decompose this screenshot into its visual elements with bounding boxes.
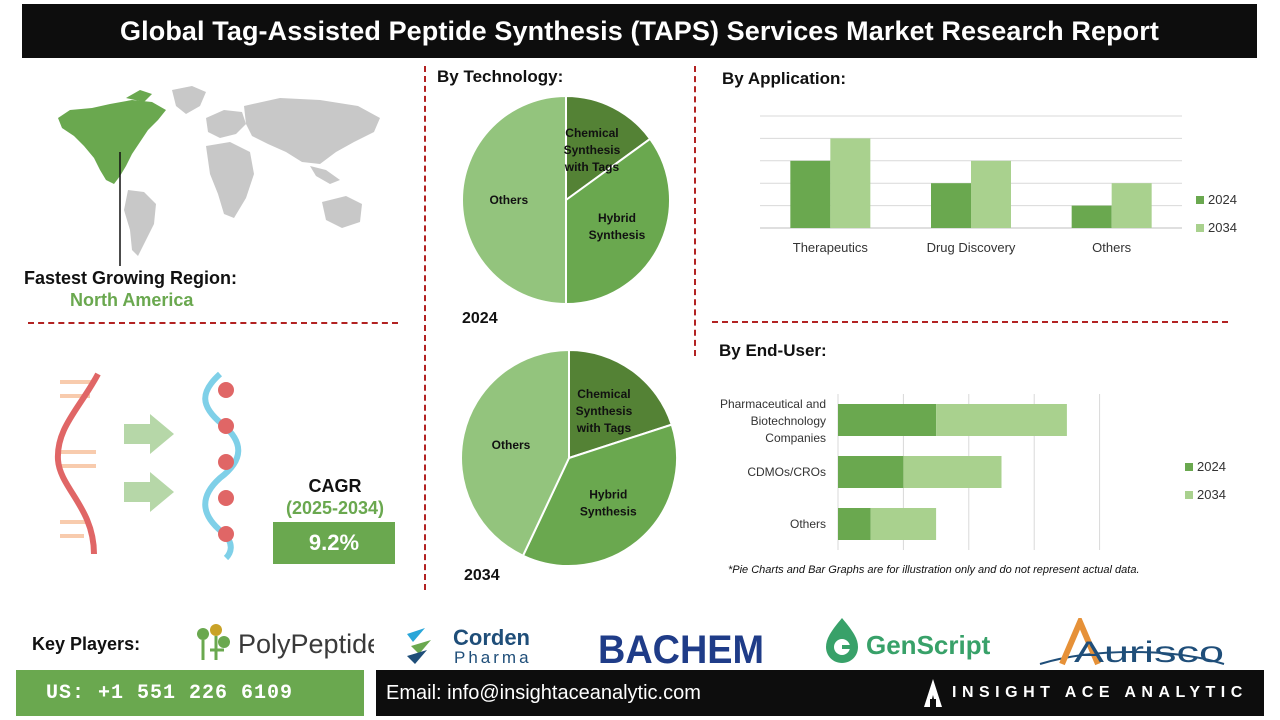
footnote: *Pie Charts and Bar Graphs are for illus…: [728, 564, 1140, 576]
pie-slice: [521, 423, 678, 567]
legend-swatch: [1185, 491, 1193, 499]
divider-horizontal-right: [712, 321, 1228, 323]
pie-slice-label: Hybrid Synthesis: [580, 488, 637, 519]
pie-slice: [460, 348, 570, 558]
genscript-logo: GenScript: [826, 618, 991, 663]
north-america-shape: [58, 100, 166, 184]
bar: [931, 183, 971, 228]
divider-horizontal-left: [28, 322, 398, 324]
divider-vertical-left: [424, 66, 426, 590]
pharma-logo-text: Pharma: [454, 648, 532, 666]
pie-slice-label: Others: [489, 193, 528, 207]
bachem-logo-text: BACHEM: [598, 628, 764, 668]
africa-shape: [206, 142, 254, 218]
bar-segment: [936, 404, 1067, 436]
pie-slice: [461, 94, 567, 306]
bar: [1071, 205, 1112, 228]
south-america-shape: [124, 190, 156, 256]
asia-shape: [244, 98, 380, 164]
legend-swatch: [1185, 463, 1193, 471]
polypeptide-logo: PolyPeptide: [197, 624, 374, 660]
application-heading: By Application:: [722, 69, 847, 88]
polypeptide-logo-text: PolyPeptide: [238, 629, 374, 659]
dna-rungs: [60, 380, 96, 538]
legend-label: 2034: [1197, 487, 1226, 502]
email-box: Email: info@insightaceanalytic.com: [376, 670, 1264, 716]
bar-segment: [838, 508, 871, 540]
cagr-period: (2025-2034): [285, 498, 385, 518]
category-label: Others: [1092, 240, 1132, 255]
aurisco-logo-text: Aurisco: [1074, 636, 1224, 666]
application-bar-chart: Therapeutics Drug Discovery Others 2024 2034: [760, 115, 1237, 255]
brand-name: INSIGHT ACE ANALYTIC: [952, 684, 1248, 701]
category-label: Therapeutics: [793, 240, 869, 255]
technology-pie-2034: Chemical Synthesis with Tags Hybrid Synthesi…: [460, 348, 678, 567]
brand-mark-icon: [924, 679, 942, 707]
pie-slice-label: Others: [492, 438, 531, 452]
end-user-bar-chart: Pharmaceutical and Biotechnology Companies…: [720, 394, 1226, 550]
corden-logo-text: Corden: [453, 625, 530, 650]
pie-year-2024: 2024: [462, 310, 498, 327]
region-value: North America: [70, 290, 194, 310]
bar-segment: [838, 404, 937, 436]
greenland-shape: [172, 86, 206, 114]
bachem-logo: BACHEM: [598, 628, 764, 668]
arrow-icon: [124, 472, 174, 512]
legend-swatch: [1196, 196, 1204, 204]
technology-heading: By Technology:: [437, 67, 564, 86]
brand-logo: INSIGHT ACE ANALYTIC: [924, 670, 1248, 716]
pie-slice: [565, 137, 671, 306]
legend-swatch: [1196, 224, 1204, 232]
bar-segment: [838, 456, 904, 488]
key-players-label: Key Players:: [32, 634, 141, 654]
end-user-heading: By End-User:: [719, 341, 827, 360]
peptide-synthesis-illustration: [54, 371, 242, 560]
genscript-logo-text: GenScript: [866, 630, 991, 660]
pie-slice-label: Chemical Synthesis with Tags: [576, 387, 633, 435]
region-label: Fastest Growing Region:: [24, 268, 238, 288]
europe-shape: [206, 110, 246, 138]
page-title: Global Tag-Assisted Peptide Synthesis (T…: [120, 15, 1159, 46]
bar: [830, 138, 871, 228]
australia-shape: [322, 196, 362, 228]
bar-segment: [870, 508, 937, 540]
southeast-asia-shape: [310, 166, 340, 184]
cagr-box: 9.2%: [273, 522, 395, 564]
category-label: CDMOs/CROs: [747, 465, 826, 479]
legend-label: 2024: [1197, 459, 1226, 474]
pie-year-2034: 2034: [464, 567, 500, 584]
category-label: Others: [790, 517, 826, 531]
amino-acid-beads: [218, 382, 234, 542]
category-label: Pharmaceutical and Biotechnology Companies: [720, 397, 826, 445]
arctic-islands-shape: [126, 90, 152, 102]
world-map-icon: [58, 86, 380, 266]
bar-segment: [903, 456, 1002, 488]
title-bar: Global Tag-Assisted Peptide Synthesis (T…: [22, 4, 1257, 58]
aurisco-logo: Aurisco: [1039, 618, 1225, 666]
bar: [1111, 183, 1152, 228]
dna-strand: [54, 372, 101, 555]
arrow-icon: [124, 414, 174, 454]
category-label: Drug Discovery: [927, 240, 1016, 255]
legend-label: 2024: [1208, 192, 1237, 207]
email-address[interactable]: Email: info@insightaceanalytic.com: [386, 681, 701, 704]
divider-vertical-right: [694, 66, 696, 356]
corden-pharma-logo: Corden Pharma: [407, 625, 532, 666]
pie-slice: [568, 348, 673, 460]
technology-pie-2024: Chemical Synthesis with Tags Hybrid Synthesi…: [461, 94, 671, 306]
cagr-title: CAGR: [308, 476, 362, 496]
pie-slice-label: Hybrid Synthesis: [589, 211, 646, 242]
legend-label: 2034: [1208, 220, 1237, 235]
bar: [971, 160, 1011, 228]
pie-slice-label: Chemical Synthesis with Tags: [564, 126, 621, 174]
cagr-value: 9.2%: [308, 530, 360, 555]
pie-slice: [565, 94, 652, 202]
phone-box: US: +1 551 226 6109: [16, 670, 364, 716]
phone-number[interactable]: US: +1 551 226 6109: [46, 681, 294, 705]
bar: [790, 160, 831, 228]
